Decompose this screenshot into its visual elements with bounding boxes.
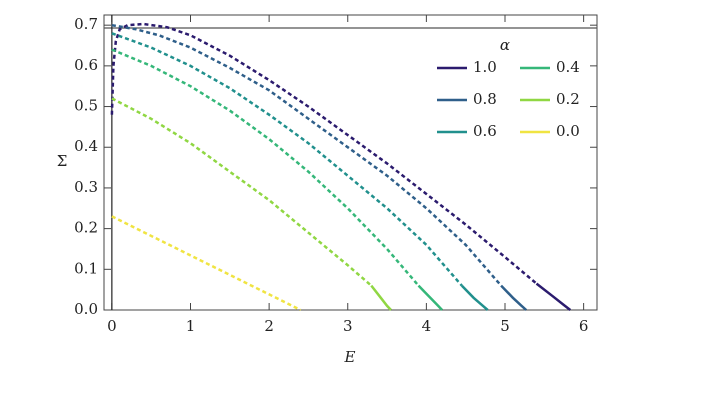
x-tick-label: 0 [107, 317, 117, 335]
y-tick-label: 0.4 [74, 137, 98, 155]
series-line-solid [500, 284, 528, 311]
y-tick-label: 0.0 [74, 300, 98, 318]
series-line-dashed [111, 97, 373, 287]
y-tick-label: 0.3 [74, 178, 98, 196]
x-tick-label: 5 [500, 317, 510, 335]
y-tick-label: 0.6 [74, 56, 98, 74]
plot-frame [103, 14, 598, 311]
legend-label: 0.4 [556, 58, 580, 76]
series-line-dashed [111, 215, 302, 312]
series-line-solid [535, 282, 572, 311]
series-line-solid [417, 284, 444, 311]
series-line-dashed [110, 22, 538, 285]
x-axis-label: E [344, 348, 356, 366]
x-tick-label: 3 [343, 317, 353, 335]
y-axis-label: Σ [57, 152, 68, 170]
legend-label: 0.0 [556, 122, 580, 140]
series-line-dashed [111, 23, 503, 287]
y-tick-label: 0.7 [74, 15, 98, 33]
series-line-solid [370, 284, 392, 311]
legend-title: α [500, 36, 510, 54]
series-line-solid [460, 284, 489, 311]
x-tick-label: 1 [186, 317, 196, 335]
x-tick-label: 6 [579, 317, 589, 335]
series-line-dashed [111, 48, 420, 287]
y-tick-label: 0.1 [74, 259, 98, 277]
legend-label: 0.6 [473, 122, 497, 140]
y-tick-label: 0.5 [74, 97, 98, 115]
legend-label: 1.0 [473, 58, 497, 76]
series-line-dashed [111, 32, 463, 287]
legend-label: 0.2 [556, 90, 580, 108]
legend-label: 0.8 [473, 90, 497, 108]
x-tick-label: 2 [264, 317, 274, 335]
y-tick-label: 0.2 [74, 219, 98, 237]
x-tick-label: 4 [422, 317, 432, 335]
